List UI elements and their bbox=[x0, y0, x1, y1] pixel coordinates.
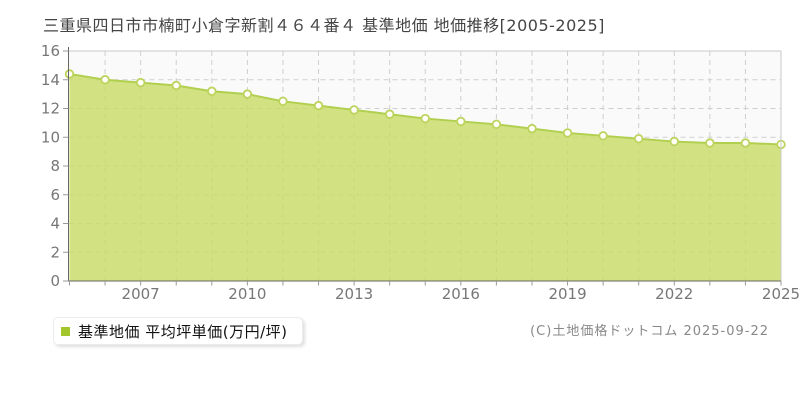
y-axis-labels: 0 2 4 6 8 10 12 14 16 bbox=[41, 42, 60, 290]
data-point bbox=[598, 131, 608, 141]
data-point bbox=[135, 77, 146, 88]
data-point bbox=[313, 100, 324, 111]
y-tick-label: 14 bbox=[41, 71, 60, 89]
x-tick-label: 2013 bbox=[335, 285, 373, 303]
data-point bbox=[669, 136, 679, 147]
y-tick-label: 16 bbox=[41, 42, 60, 60]
x-tick-label: 2025 bbox=[762, 285, 800, 303]
data-point bbox=[242, 89, 253, 99]
y-tick-label: 8 bbox=[50, 157, 60, 175]
x-tick-label: 2010 bbox=[228, 285, 266, 303]
series-color-swatch-icon bbox=[61, 326, 70, 336]
x-tick-label: 2019 bbox=[548, 285, 586, 303]
x-tick-label: 2016 bbox=[442, 285, 480, 303]
data-point bbox=[740, 138, 751, 148]
y-tick-label: 4 bbox=[50, 215, 60, 233]
data-point bbox=[171, 80, 181, 91]
data-point-markers bbox=[64, 69, 786, 150]
data-point bbox=[456, 116, 466, 127]
copyright-text: (C)土地価格ドットコム 2025-09-22 bbox=[530, 324, 769, 339]
x-axis-labels: 2007 2010 2013 2016 2019 2022 2025 bbox=[122, 285, 800, 303]
y-tick-label: 0 bbox=[50, 272, 60, 290]
data-point bbox=[705, 138, 715, 148]
data-point bbox=[384, 109, 395, 119]
data-point bbox=[349, 105, 359, 115]
axis-ticks bbox=[63, 50, 782, 286]
y-tick-label: 6 bbox=[50, 186, 60, 204]
data-point bbox=[64, 69, 75, 79]
data-point bbox=[562, 128, 573, 138]
price-area-fill bbox=[69, 74, 781, 281]
y-tick-label: 12 bbox=[41, 100, 60, 118]
data-point bbox=[207, 86, 217, 96]
x-tick-label: 2007 bbox=[122, 285, 160, 303]
data-point bbox=[491, 119, 502, 130]
legend-box: 基準地価 平均坪単価(万円/坪) bbox=[53, 317, 303, 345]
legend-label: 基準地価 平均坪単価(万円/坪) bbox=[78, 322, 288, 341]
y-tick-label: 10 bbox=[41, 128, 60, 146]
data-point bbox=[100, 75, 110, 85]
page-title: 三重県四日市市楠町小倉字新割４６４番４ 基準地価 地価推移[2005-2025] bbox=[43, 16, 605, 35]
y-tick-label: 2 bbox=[50, 243, 60, 261]
data-point bbox=[420, 113, 430, 124]
x-tick-label: 2022 bbox=[655, 285, 693, 303]
data-point bbox=[278, 96, 288, 107]
data-point bbox=[634, 133, 644, 144]
data-point bbox=[527, 123, 537, 134]
